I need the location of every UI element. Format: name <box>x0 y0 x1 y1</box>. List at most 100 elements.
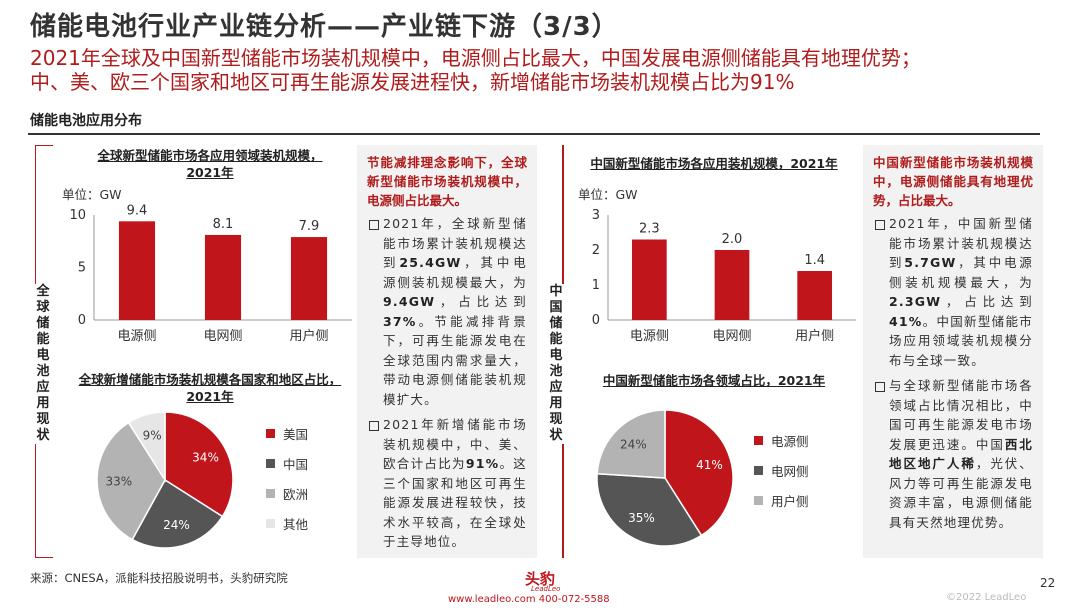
x-category-label: 用户侧 <box>795 328 834 344</box>
x-category-label: 电网侧 <box>712 329 751 344</box>
copyright: ©2022 LeadLeo <box>946 592 1027 603</box>
y-tick-label: 10 <box>69 208 86 223</box>
legend-item: 用户侧 <box>754 490 809 510</box>
leadleo-logo: 头豹 <box>525 570 556 588</box>
global-b1-g: 。节能减排背景下，可再生能源发电在全球范围内需求量大，带动电源侧储能装机规模扩大… <box>383 313 527 407</box>
legend-swatch <box>754 495 763 505</box>
global-bar-title-line1: 全球新型储能市场各应用领域装机规模， <box>97 148 323 163</box>
subtitle-line-2: 中、美、欧三个国家和地区可再生能源发展进程快，新增储能市场装机规模占比为91% <box>30 70 795 94</box>
y-tick-label: 5 <box>78 261 86 276</box>
china-commentary-panel: 中国新型储能市场装机规模中，电源侧储能具有地理优势，占比最大。 2021年，中国… <box>863 145 1043 558</box>
bar <box>204 234 242 320</box>
legend-label: 电源侧 <box>771 433 809 449</box>
legend-item: 中国 <box>266 453 308 473</box>
legend-label: 中国 <box>283 456 309 472</box>
pie-value-label: 33% <box>105 474 132 488</box>
legend-swatch <box>754 465 763 475</box>
global-b2-a: 2021年新增储能市场装机规模中，中、美、欧合计占比为 <box>383 417 527 471</box>
legend-swatch <box>266 458 275 468</box>
global-b1-e: ，占比达到 <box>435 294 527 309</box>
footer-contact: www.leadleo.com 400-072-5588 <box>448 594 610 605</box>
china-bullet-2: 与全球新型储能市场各领域占比情况相比，中国可再生能源发电市场发展更迅速。中国西北… <box>873 376 1033 532</box>
legend-label: 电网侧 <box>771 463 809 479</box>
global-b1-b: 25.4GW <box>399 255 462 270</box>
pie-value-label: 24% <box>163 518 190 532</box>
leadleo-logo-sub: LeadLeo <box>531 585 561 593</box>
legend-label: 欧洲 <box>283 486 309 502</box>
source-note: 来源：CNESA，派能科技招股说明书，头豹研究院 <box>30 571 288 585</box>
china-bullet-1: 2021年，中国新型储能市场累计装机规模达到5.7GW，其中电源侧装机规模最大，… <box>873 214 1033 370</box>
y-tick-label: 1 <box>592 278 600 293</box>
y-tick-label: 0 <box>78 313 86 328</box>
subtitle-line-1: 2021年全球及中国新型储能市场装机规模中，电源侧占比最大，中国发展电源侧储能具… <box>30 46 921 70</box>
china-pie-chart-title: 中国新型储能市场各领域占比，2021年 <box>602 373 826 388</box>
global-pie-title-line1: 全球新增储能市场装机规模各国家和地区占比， <box>78 372 342 387</box>
bar-value-label: 2.0 <box>722 232 743 247</box>
section-divider <box>28 133 1040 135</box>
global-bar-title-line2: 2021年 <box>186 165 234 180</box>
pie-slice <box>96 421 166 541</box>
bar <box>290 237 328 320</box>
section-title: 储能电池应用分布 <box>30 113 142 129</box>
global-b1-a: 2021年，全球新型储能市场累计装机规模达到 <box>383 216 527 270</box>
pie-value-label: 35% <box>628 511 655 525</box>
y-tick-label: 0 <box>592 313 600 328</box>
pie-slice <box>596 409 666 479</box>
china-pie-chart: 41% 35% 24% <box>596 409 734 547</box>
legend-swatch <box>266 518 275 528</box>
pie-value-label: 9% <box>143 429 162 443</box>
china-b2-c: ，光伏、风力等可再生能源发电资源丰富，电源侧储能具有天然地理优势。 <box>889 456 1033 530</box>
global-b1-f: 37% <box>383 313 417 329</box>
bar <box>631 239 667 320</box>
global-b2-b: 91% <box>465 456 500 471</box>
x-category-label: 电网侧 <box>203 329 242 344</box>
bar-value-label: 1.4 <box>804 253 825 268</box>
pie-value-label: 34% <box>192 451 219 465</box>
china-b1-g: 。中国新型储能市场应用领域装机规模分布与全球一致。 <box>889 313 1033 368</box>
x-category-label: 电源侧 <box>117 329 156 344</box>
bar-value-label: 8.1 <box>213 217 234 232</box>
china-b1-e: ，占比达到 <box>941 294 1033 309</box>
china-b2-b: 西北地区地广人稀 <box>889 436 1033 472</box>
legend-item: 其他 <box>266 513 308 533</box>
bar <box>118 221 156 320</box>
pie-slice <box>596 472 703 547</box>
china-b2-a: 与全球新型储能市场各领域占比情况相比，中国可再生能源发电市场发展更迅速。中国 <box>889 378 1033 452</box>
global-bar-unit: 单位：GW <box>62 187 122 202</box>
legend-swatch <box>266 488 275 498</box>
global-b1-c: ，其中电源侧装机规模最大，为 <box>383 255 527 290</box>
legend-item: 欧洲 <box>266 483 308 503</box>
bar <box>797 271 833 320</box>
global-pie-chart-title: 全球新增储能市场装机规模各国家和地区占比， 2021年 <box>60 371 360 405</box>
global-pie-title-line2: 2021年 <box>186 389 234 404</box>
bar-value-label: 7.9 <box>299 219 320 234</box>
x-category-label: 电源侧 <box>630 329 669 344</box>
bar-value-label: 9.4 <box>127 203 148 218</box>
legend-swatch <box>754 435 763 445</box>
china-b1-d: 2.3GW <box>889 294 942 309</box>
pie-value-label: 24% <box>620 437 647 451</box>
pie-value-label: 41% <box>696 458 723 472</box>
page-title: 储能电池行业产业链分析——产业链下游（3/3） <box>30 12 619 42</box>
legend-label: 用户侧 <box>771 493 809 509</box>
china-b1-c: ，其中电源侧装机规模最大，为 <box>889 255 1033 290</box>
china-side-label: 中国储能电池应用现状 <box>548 284 564 444</box>
legend-item: 电源侧 <box>754 430 809 450</box>
pie-slice <box>127 411 166 483</box>
global-b2-c: 。这三个国家和地区可再生能源发展进程较快，技术水平较高，在全球处于主导地位。 <box>383 456 528 549</box>
china-pie-legend: 电源侧 电网侧 用户侧 <box>754 430 809 520</box>
china-b1-b: 5.7GW <box>904 255 957 270</box>
china-panel-heading: 中国新型储能市场装机规模中，电源侧储能具有地理优势，占比最大。 <box>873 155 1033 208</box>
china-bar-chart: 0 1 2 3 2.3 电源侧 2.0 电网侧 1.4 用户侧 <box>592 208 856 344</box>
legend-label: 美国 <box>283 426 309 442</box>
global-panel-heading: 节能减排理念影响下，全球新型储能市场装机规模中，电源侧占比最大。 <box>367 155 527 208</box>
global-pie-legend: 美国 中国 欧洲 其他 <box>266 423 308 543</box>
global-b1-d: 9.4GW <box>383 294 436 309</box>
bar <box>714 250 750 320</box>
page-number: 22 <box>1040 576 1056 590</box>
y-tick-label: 2 <box>592 243 600 258</box>
global-bullet-2: 2021年新增储能市场装机规模中，中、美、欧合计占比为91%。这三个国家和地区可… <box>367 415 527 552</box>
y-tick-label: 3 <box>592 208 600 223</box>
global-pie-chart: 34% 24% 33% 9% <box>96 411 234 549</box>
legend-label: 其他 <box>283 516 309 532</box>
